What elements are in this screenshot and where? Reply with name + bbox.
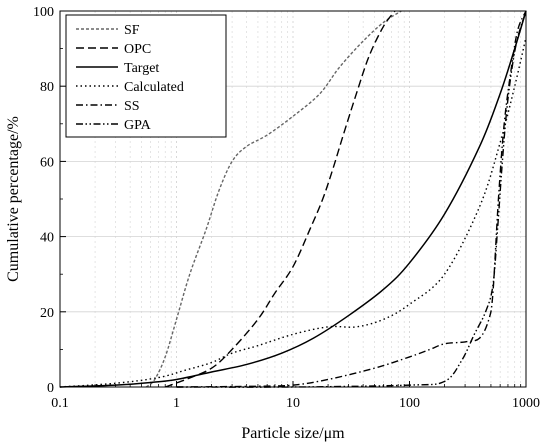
legend: SF OPC Target Calculated SS GPA	[65, 14, 227, 138]
legend-label: Calculated	[124, 80, 184, 95]
series-line-gpa	[176, 10, 527, 388]
y-tick-label: 80	[40, 80, 54, 95]
x-tick-label: 100	[399, 396, 420, 411]
y-axis-label: Cumulative percentage/%	[5, 116, 22, 282]
series-line-opc	[164, 10, 396, 388]
legend-label: SF	[124, 23, 140, 38]
x-tick-label: 1000	[512, 396, 540, 411]
series-line-target	[59, 10, 527, 388]
series-line-sf	[145, 10, 402, 388]
series-lines	[59, 10, 527, 388]
series-line-ss	[176, 10, 527, 388]
y-tick-label: 100	[33, 5, 54, 20]
x-tick-label: 10	[286, 396, 300, 411]
y-tick-label: 40	[40, 231, 54, 246]
y-tick-label: 0	[47, 381, 54, 396]
axis-ticks: 0.1 1 10 100 1000 0 20 40 60 80 100	[33, 5, 540, 411]
legend-label: SS	[124, 99, 140, 114]
series-line-calculated	[59, 37, 527, 388]
legend-box	[65, 14, 227, 138]
legend-label: Target	[124, 61, 159, 76]
x-tick-label: 1	[173, 396, 180, 411]
legend-label: OPC	[124, 42, 151, 57]
x-tick-label: 0.1	[51, 396, 69, 411]
x-axis-label: Particle size/μm	[241, 425, 345, 442]
y-tick-label: 60	[40, 155, 54, 170]
legend-label: GPA	[124, 118, 152, 133]
y-tick-label: 20	[40, 306, 54, 321]
